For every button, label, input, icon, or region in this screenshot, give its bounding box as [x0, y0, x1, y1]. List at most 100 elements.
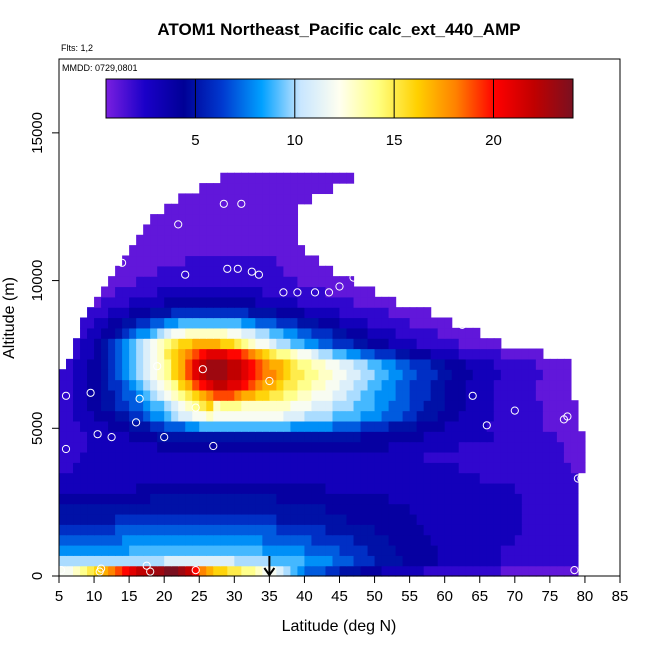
heat-cell: [108, 462, 116, 474]
heat-cell: [360, 410, 369, 422]
heat-cell: [297, 513, 306, 525]
heat-cell: [199, 410, 207, 422]
heat-cell: [549, 482, 558, 494]
heat-cell: [185, 420, 193, 432]
heat-cell: [290, 400, 299, 412]
heat-cell: [283, 265, 292, 277]
heat-cell: [549, 451, 558, 463]
heat-cell: [311, 265, 320, 277]
heat-cell: [542, 462, 551, 474]
heat-cell: [283, 400, 292, 412]
heat-cell: [234, 379, 242, 391]
heat-cell: [514, 482, 523, 494]
heat-cell: [241, 555, 249, 567]
heat-cell: [227, 338, 235, 350]
heat-cell: [157, 379, 165, 391]
heat-cell: [248, 245, 256, 257]
heat-cell: [150, 224, 158, 236]
heat-cell: [304, 431, 313, 443]
heat-cell: [178, 524, 186, 536]
heat-cell: [304, 307, 313, 319]
heat-cell: [486, 565, 495, 577]
dates-note: MMDD: 0729,0801: [62, 63, 138, 73]
heat-cell: [458, 472, 467, 484]
heat-cell: [304, 534, 313, 546]
heat-cell: [430, 410, 439, 422]
heat-cell: [220, 462, 228, 474]
heat-cell: [374, 431, 383, 443]
heat-cell: [311, 296, 320, 308]
heat-cell: [157, 513, 165, 525]
flight-point: [68, 261, 78, 270]
heat-cell: [276, 565, 284, 577]
heat-cell: [276, 338, 284, 350]
flight-point: [174, 220, 183, 229]
heat-cell: [227, 358, 235, 370]
heat-cell: [332, 565, 341, 577]
heat-cell: [332, 286, 341, 298]
heat-cell: [290, 255, 299, 267]
heat-cell: [318, 400, 327, 412]
heat-cell: [325, 172, 334, 184]
heat-cell: [479, 369, 488, 381]
heat-cell: [458, 451, 467, 463]
heat-cell: [255, 348, 263, 360]
heat-cell: [269, 193, 277, 205]
heat-cell: [206, 348, 214, 360]
heat-cell: [255, 441, 263, 453]
heat-cell: [570, 431, 579, 443]
heat-cell: [500, 389, 509, 401]
heat-cell: [276, 462, 284, 474]
heat-cell: [129, 503, 137, 515]
y-tick-label: 5000: [29, 412, 46, 445]
heat-cell: [248, 224, 256, 236]
heat-cell: [129, 348, 137, 360]
colorbar: 5 10 15 20: [105, 78, 574, 149]
heat-cell: [66, 379, 74, 391]
heat-cell: [150, 482, 158, 494]
x-tick-label: 70: [506, 588, 523, 605]
heat-cell: [563, 472, 572, 484]
heat-cell: [409, 410, 418, 422]
heat-cell: [227, 183, 235, 195]
heat-cell: [206, 431, 214, 443]
heat-cell: [164, 338, 172, 350]
heat-cell: [276, 317, 284, 329]
heat-cell: [521, 410, 530, 422]
heat-cell: [542, 565, 551, 577]
heat-cell: [360, 482, 369, 494]
heat-cell: [227, 513, 235, 525]
heat-cell: [255, 524, 263, 536]
heat-cell: [122, 493, 130, 505]
heat-cell: [339, 451, 348, 463]
heat-cell: [507, 565, 516, 577]
heat-cell: [220, 565, 228, 577]
heat-cell: [374, 534, 383, 546]
heat-cell: [570, 482, 579, 494]
heat-cell: [500, 472, 509, 484]
heat-cell: [129, 544, 137, 556]
heat-cell: [297, 369, 306, 381]
heat-cell: [234, 555, 242, 567]
heat-cell: [388, 379, 397, 391]
heat-cell: [220, 224, 228, 236]
heat-cell: [213, 472, 221, 484]
heat-cell: [290, 513, 299, 525]
heat-cell: [115, 441, 123, 453]
heat-cell: [514, 348, 523, 360]
heat-cell: [360, 441, 369, 453]
heat-cell: [556, 420, 565, 432]
heat-cell: [185, 503, 193, 515]
heat-cell: [241, 410, 249, 422]
heat-cell: [129, 307, 137, 319]
flight-point: [97, 564, 106, 573]
heat-cell: [451, 400, 460, 412]
heat-cell: [367, 338, 376, 350]
heat-cell: [213, 544, 221, 556]
heat-cell: [192, 265, 200, 277]
heat-cell: [108, 276, 116, 288]
heat-cell: [416, 338, 425, 350]
heat-cell: [325, 534, 334, 546]
heat-cell: [416, 420, 425, 432]
heat-cell: [73, 555, 81, 567]
